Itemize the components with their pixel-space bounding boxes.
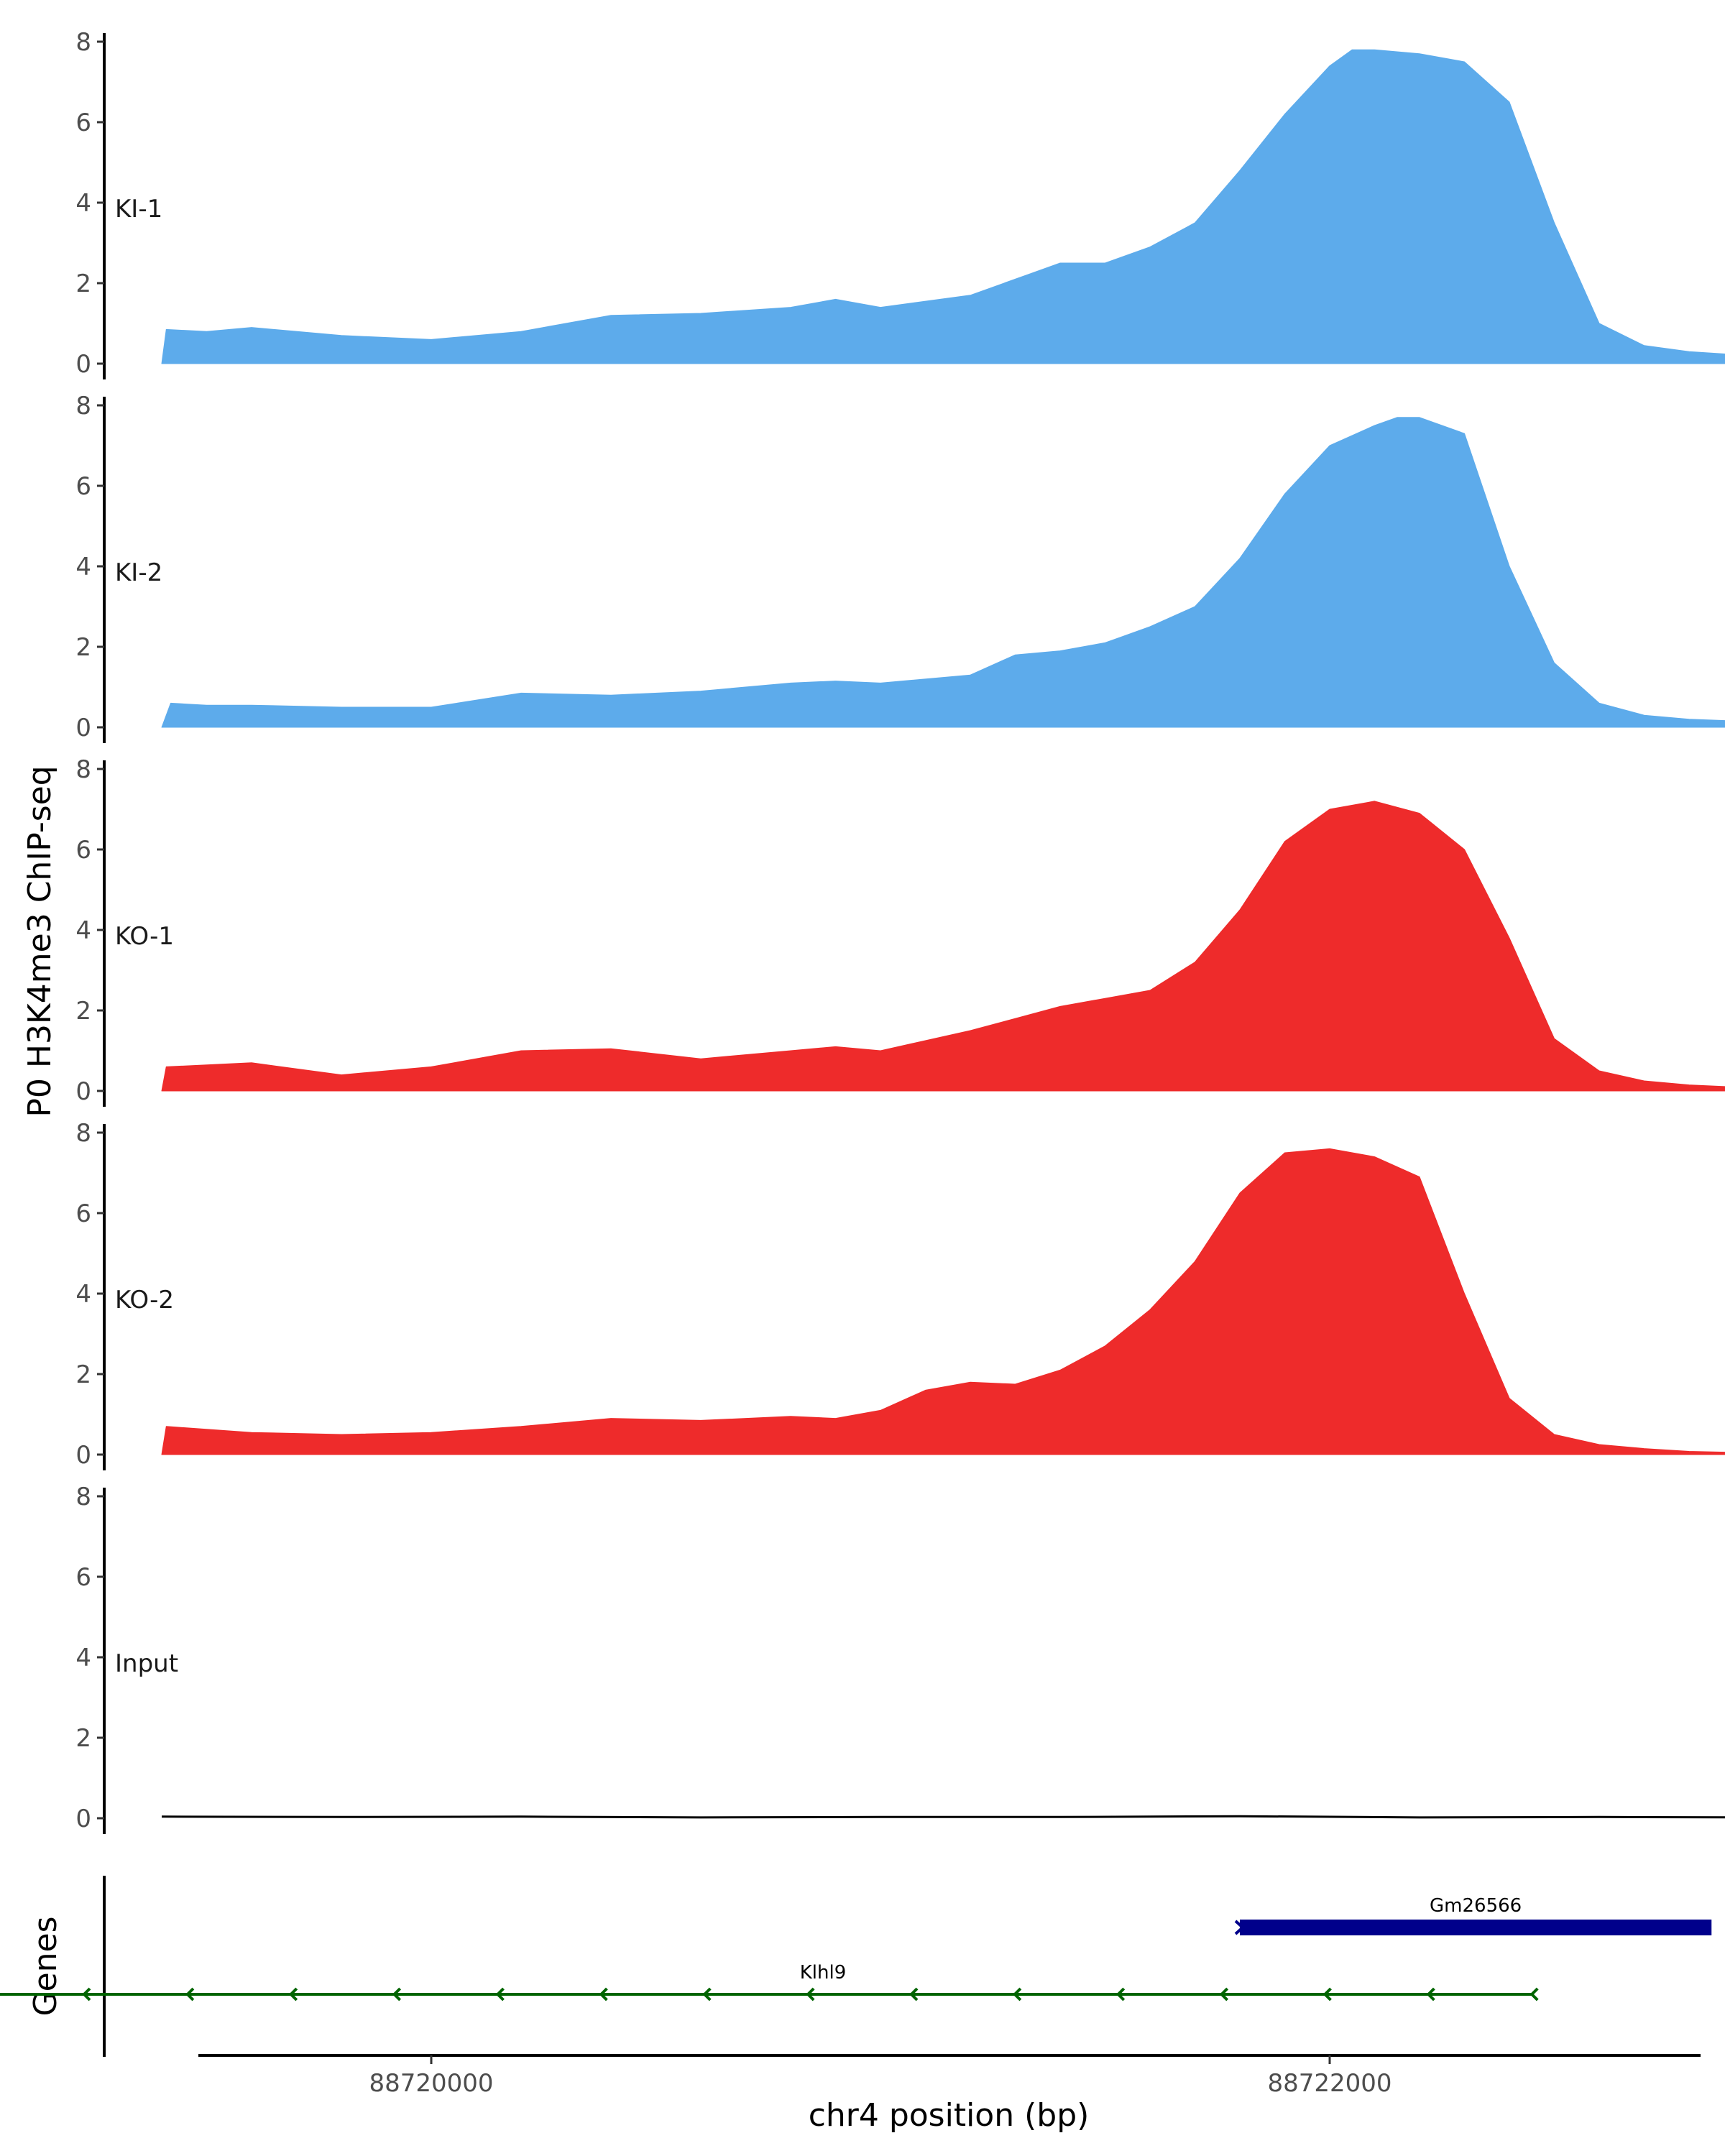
gene-strand-arrow <box>82 1987 91 2001</box>
gene-models: Gm26566 Klhl9 <box>0 1895 1712 2001</box>
track-label: Input <box>115 1649 178 1678</box>
coverage-area <box>161 417 1725 728</box>
gene-strand-arrow <box>806 1987 815 2001</box>
gene-strand-arrow <box>1234 1920 1245 1935</box>
gene-strand-arrow <box>1530 1987 1539 2001</box>
y-tick-label: 0 <box>75 350 91 379</box>
y-tick-label: 0 <box>75 1441 91 1470</box>
track-ko-2: 0 2 4 6 8 KO-2 <box>75 1119 1725 1470</box>
gene-strand-arrow <box>1322 1987 1332 2001</box>
gene-label: Klhl9 <box>800 1962 847 1984</box>
y-tick-label: 2 <box>75 997 91 1026</box>
track-label: KI-2 <box>115 558 162 587</box>
gene-strand-arrow <box>702 1987 712 2001</box>
genes-axis-title: Genes <box>27 1916 64 2016</box>
y-tick-label: 6 <box>75 836 91 865</box>
y-tick-label: 2 <box>75 270 91 298</box>
y-tick-label: 4 <box>75 189 91 218</box>
coverage-area <box>161 801 1725 1092</box>
y-tick-label: 0 <box>75 1077 91 1106</box>
gene-body <box>1240 1920 1712 1935</box>
gene-strand-arrow <box>1116 1987 1126 2001</box>
y-tick-label: 0 <box>75 714 91 742</box>
gene-strand-arrow <box>185 1987 195 2001</box>
y-tick-label: 8 <box>75 392 91 420</box>
track-ki-2: 0 2 4 6 8 KI-2 <box>75 392 1725 743</box>
y-tick-label: 8 <box>75 755 91 784</box>
y-tick-label: 4 <box>75 1644 91 1672</box>
y-tick-label: 6 <box>75 109 91 137</box>
x-tick-label: 88722000 <box>1267 2069 1392 2098</box>
y-tick-label: 0 <box>75 1805 91 1833</box>
gene-gm26566: Gm26566 <box>1234 1895 1712 1935</box>
gene-strand-arrow <box>288 1987 298 2001</box>
track-label: KO-2 <box>115 1286 174 1314</box>
gene-klhl9: Klhl9 <box>0 1962 1539 2001</box>
gene-strand-arrow <box>392 1987 402 2001</box>
gene-strand-arrow <box>1426 1987 1435 2001</box>
coverage-area <box>161 1148 1725 1455</box>
y-tick-label: 6 <box>75 1563 91 1592</box>
y-tick-label: 2 <box>75 1724 91 1753</box>
coverage-area <box>161 49 1725 364</box>
gene-strand-arrow <box>909 1987 919 2001</box>
y-tick-label: 8 <box>75 28 91 57</box>
gene-label: Gm26566 <box>1430 1895 1522 1917</box>
x-axis-title: chr4 position (bp) <box>809 2097 1090 2134</box>
x-axis: 887200008872200088724000 chr4 position (… <box>198 2054 1701 2134</box>
track-input: 0 2 4 6 8 Input <box>75 1483 1725 1834</box>
y-tick-label: 8 <box>75 1119 91 1148</box>
y-tick-label: 4 <box>75 1280 91 1309</box>
track-ko-1: 0 2 4 6 8 KO-1 <box>75 755 1725 1107</box>
y-tick-label: 6 <box>75 1199 91 1228</box>
gene-strand-arrow <box>1219 1987 1229 2001</box>
genes-panel: Genes Gm26566 Klhl9 <box>0 1876 1712 2057</box>
y-tick-label: 4 <box>75 916 91 945</box>
y-tick-label: 4 <box>75 553 91 581</box>
track-ki-1: 0 2 4 6 8 KI-1 <box>75 28 1725 379</box>
y-tick-label: 2 <box>75 633 91 662</box>
track-label: KI-1 <box>115 195 162 224</box>
gene-strand-arrow <box>599 1987 608 2001</box>
coverage-tracks: 0 2 4 6 8 KI-1 0 2 4 6 8 KI-2 0 2 4 6 8 KO-1 0 2 4 6 8 KO-2 0 2 4 6… <box>75 28 1725 1834</box>
y-tick-label: 6 <box>75 472 91 501</box>
track-label: KO-1 <box>115 922 174 951</box>
coverage-line <box>161 1815 1725 1819</box>
x-tick-label: 88720000 <box>369 2069 493 2098</box>
y-tick-label: 2 <box>75 1360 91 1389</box>
x-axis-ticks: 887200008872200088724000 <box>369 2055 1392 2098</box>
y-tick-label: 8 <box>75 1483 91 1511</box>
gene-strand-arrow <box>495 1987 505 2001</box>
gene-strand-arrow <box>1013 1987 1022 2001</box>
y-axis-title: P0 H3K4me3 ChIP-seq <box>22 765 58 1117</box>
